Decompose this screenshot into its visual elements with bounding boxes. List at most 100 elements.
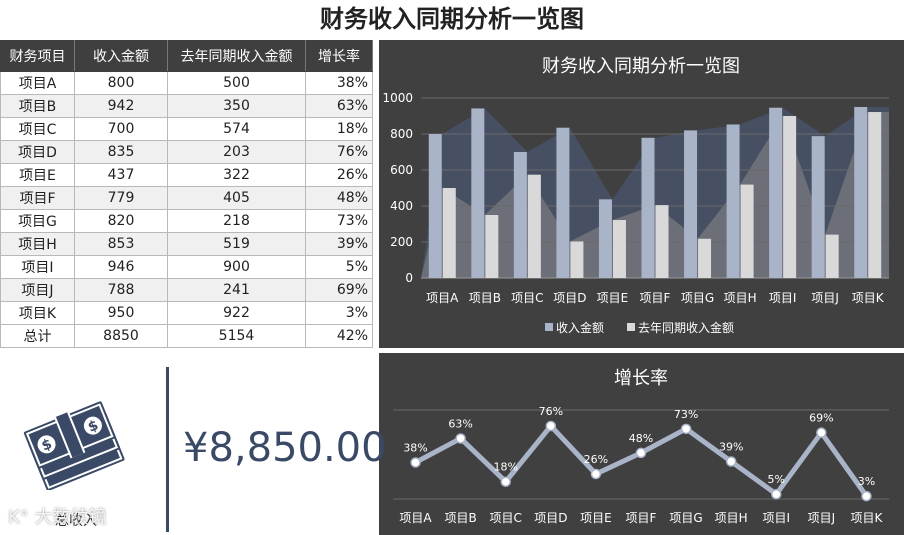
growth-rate-label: 76% xyxy=(539,405,563,418)
growth-rate-label: 38% xyxy=(403,441,427,454)
x-tick-label: 项目D xyxy=(553,291,586,305)
cell-income: 700 xyxy=(74,117,168,141)
x-tick-label: 项目K xyxy=(851,511,884,525)
total-income-value: ¥8,850.00 xyxy=(183,425,387,471)
y-tick-label: 200 xyxy=(390,235,413,249)
x-tick-label: 项目G xyxy=(669,511,702,525)
cell-last-year-income: 574 xyxy=(167,117,306,141)
cell-project: 项目E xyxy=(0,163,75,187)
watermark: K° 大数续镜 xyxy=(8,507,107,528)
cell-project: 项目H xyxy=(0,232,75,256)
x-tick-label: 项目A xyxy=(426,291,459,305)
cell-income: 8850 xyxy=(74,324,168,348)
growth-rate-point xyxy=(861,490,872,502)
table-row: 项目J 788 241 69% xyxy=(0,278,373,302)
growth-rate-label: 18% xyxy=(494,461,518,474)
x-tick-label: 项目I xyxy=(762,511,790,525)
growth-rate-point xyxy=(771,488,782,500)
growth-rate-chart: 增长率 38% 项目A 63% 项目B 18% 项目C 76% 项目D 26% 项目E 48% 项目F 7… xyxy=(393,368,889,525)
x-tick-label: 项目E xyxy=(597,291,629,305)
growth-rate-point xyxy=(635,447,647,459)
cell-last-year-income: 218 xyxy=(167,209,306,233)
legend-swatch-last-year xyxy=(627,323,635,331)
cell-growth-rate: 63% xyxy=(305,94,373,118)
cell-income: 788 xyxy=(74,278,168,302)
cell-project: 项目G xyxy=(0,209,75,233)
x-tick-label: 项目F xyxy=(626,511,657,525)
last-year-bar xyxy=(825,234,839,278)
money-stack-icon: $ $ xyxy=(23,401,125,490)
growth-rate-point xyxy=(410,457,421,468)
x-tick-label: 项目D xyxy=(534,511,567,525)
last-year-bar xyxy=(442,188,456,278)
x-tick-label: 项目E xyxy=(580,511,612,525)
income-bar xyxy=(428,134,442,278)
cell-project: 项目K xyxy=(0,301,75,325)
table-row: 项目F 779 405 48% xyxy=(0,186,373,210)
cell-growth-rate: 5% xyxy=(305,255,373,279)
table-row: 项目E 437 322 26% xyxy=(0,163,373,187)
last-year-bar xyxy=(655,205,669,278)
growth-rate-point xyxy=(590,468,602,480)
bar-chart-panel: 财务收入同期分析一览图 0 200 400 600 800 1000 项目A 项目B 项目C 项目D… xyxy=(379,40,904,348)
last-year-bar xyxy=(570,241,584,278)
bar-chart-title: 财务收入同期分析一览图 xyxy=(542,56,740,77)
x-tick-label: 项目A xyxy=(399,511,432,525)
cell-income: 950 xyxy=(74,301,168,325)
income-bar xyxy=(556,127,570,278)
bar-chart: 财务收入同期分析一览图 0 200 400 600 800 1000 项目A 项目B 项目C 项目D… xyxy=(382,56,889,335)
x-tick-label: 项目B xyxy=(445,511,477,525)
income-bar xyxy=(513,152,527,278)
x-tick-label: 项目I xyxy=(769,291,797,305)
income-bar xyxy=(854,107,868,278)
cell-last-year-income: 405 xyxy=(167,186,306,210)
cell-project: 项目C xyxy=(0,117,75,141)
table-row: 项目G 820 218 73% xyxy=(0,209,373,233)
cell-growth-rate: 18% xyxy=(305,117,373,141)
cell-project: 项目A xyxy=(0,71,75,95)
table-row: 项目B 942 350 63% xyxy=(0,94,373,118)
growth-rate-point xyxy=(816,427,827,438)
legend-label-last-year: 去年同期收入金额 xyxy=(638,320,734,335)
cell-last-year-income: 241 xyxy=(167,278,306,302)
header-income: 收入金额 xyxy=(74,40,168,72)
growth-rate-label: 48% xyxy=(629,432,653,445)
y-tick-label: 800 xyxy=(390,127,413,141)
income-bar xyxy=(769,107,783,278)
table-row: 项目C 700 574 18% xyxy=(0,117,373,141)
cell-last-year-income: 322 xyxy=(167,163,306,187)
cell-project: 项目F xyxy=(0,186,75,210)
x-tick-label: 项目H xyxy=(724,291,757,305)
x-tick-label: 项目C xyxy=(511,291,543,305)
table-row: 项目H 853 519 39% xyxy=(0,232,373,256)
cell-income: 835 xyxy=(74,140,168,164)
last-year-bar xyxy=(698,238,712,278)
header-growth-rate: 增长率 xyxy=(305,40,373,72)
cell-project: 项目D xyxy=(0,140,75,164)
cell-project: 项目I xyxy=(0,255,75,279)
x-tick-label: 项目K xyxy=(852,291,885,305)
last-year-bar xyxy=(485,215,499,278)
growth-rate-label: 3% xyxy=(858,475,875,488)
y-tick-label: 1000 xyxy=(382,91,413,105)
income-bar xyxy=(811,136,825,278)
page-title: 财务收入同期分析一览图 xyxy=(320,5,584,33)
table-row: 项目I 946 900 5% xyxy=(0,255,373,279)
line-chart-panel: 增长率 38% 项目A 63% 项目B 18% 项目C 76% 项目D 26% 项目E 48% 项目F 7… xyxy=(379,353,904,535)
cell-income: 946 xyxy=(74,255,168,279)
income-bar xyxy=(598,199,612,278)
cell-growth-rate: 38% xyxy=(305,71,373,95)
cell-last-year-income: 922 xyxy=(167,301,306,325)
last-year-bar xyxy=(740,184,754,278)
growth-rate-label: 69% xyxy=(809,412,833,425)
growth-rate-point xyxy=(545,420,557,432)
total-income-widget: $ $ 总收入 ¥8,850.00 K° 大数续镜 xyxy=(0,355,387,535)
legend-swatch-income xyxy=(545,323,553,331)
cell-growth-rate: 48% xyxy=(305,186,373,210)
x-tick-label: 项目B xyxy=(469,291,501,305)
data-table: 财务项目 收入金额 去年同期收入金额 增长率 项目A 800 500 38% 项目B 94… xyxy=(0,40,373,348)
last-year-bar xyxy=(612,220,626,278)
table-row: 项目A 800 500 38% xyxy=(0,71,373,95)
cell-income: 437 xyxy=(74,163,168,187)
growth-rate-label: 63% xyxy=(448,417,472,430)
